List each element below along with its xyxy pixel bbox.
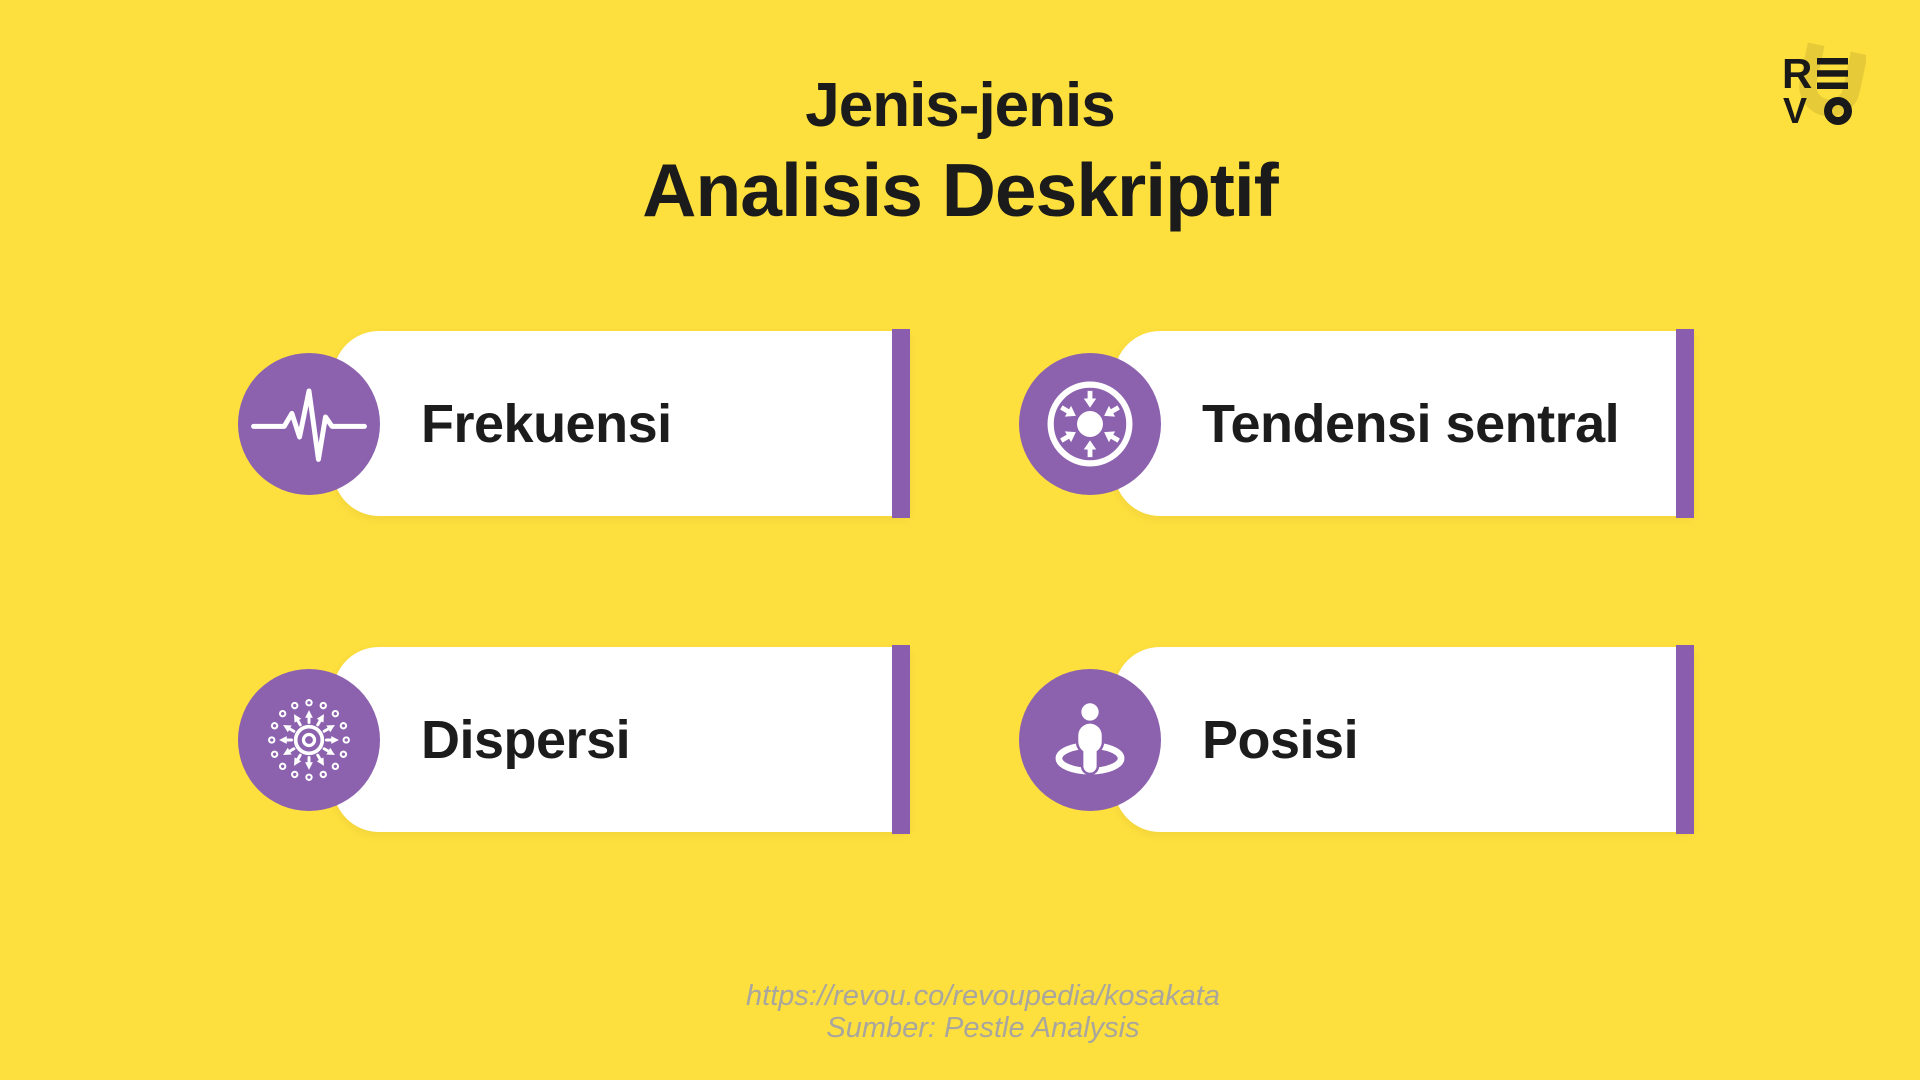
card-dispersi: Dispersi [238,645,910,834]
title-line-1: Jenis-jenis [805,71,1115,140]
card-posisi: Posisi [1019,645,1694,834]
card-tendensi-sentral: Tendensi sentral [1019,329,1694,518]
converging-arrows-icon [1047,381,1133,466]
logo-letter-v: V [1783,90,1807,131]
logo-letter-e-bars-icon [1817,58,1848,89]
revou-logo: R V [1756,30,1868,148]
revou-logo-graphic: R V [1782,42,1868,131]
card-accent-bar [892,645,910,834]
card-label: Tendensi sentral [1202,393,1620,454]
footer-source: Sumber: Pestle Analysis [826,1012,1140,1044]
card-label: Frekuensi [421,393,672,454]
icon-circle [1019,352,1161,495]
person-location-icon [1055,702,1125,775]
card-label: Dispersi [421,709,631,770]
pulse-waveform-icon [251,387,367,462]
card-frekuensi: Frekuensi [238,329,910,518]
card-accent-bar [892,329,910,518]
card-label: Posisi [1202,709,1359,770]
footer: https://revou.co/revoupedia/kosakata Sum… [23,980,1920,1044]
title-line-2: Analisis Deskriptif [642,148,1278,232]
logo-letter-r: R [1782,50,1812,97]
card-accent-bar [1676,329,1694,518]
logo-letter-o-icon [1824,97,1852,125]
icon-circle [238,352,380,495]
icon-circle [238,668,380,811]
icon-circle [1019,668,1161,811]
card-accent-bar [1676,645,1694,834]
scatter-burst-icon [268,698,350,781]
page-title: Jenis-jenis Analisis Deskriptif [0,68,1920,236]
footer-url: https://revou.co/revoupedia/kosakata [746,980,1220,1012]
